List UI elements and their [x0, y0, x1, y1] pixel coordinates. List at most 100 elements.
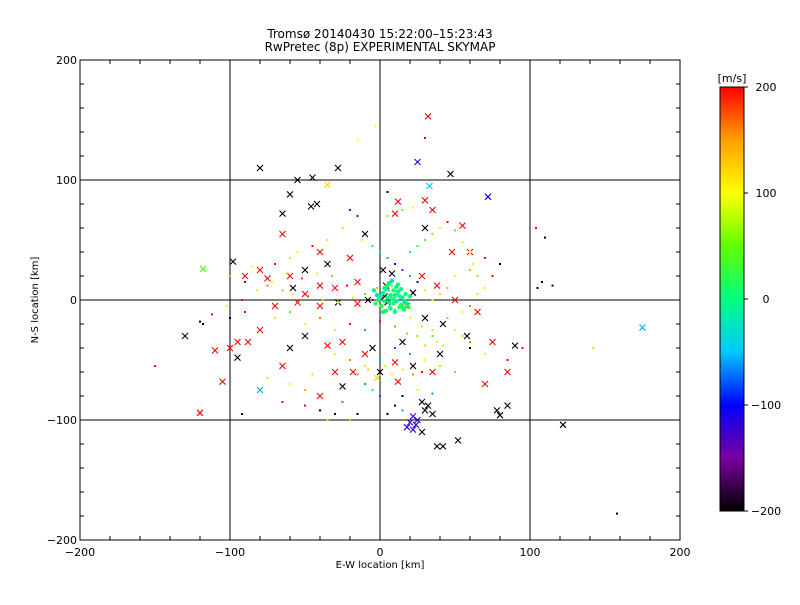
scatter-point-dot [536, 287, 539, 289]
scatter-point-x [421, 224, 429, 232]
scatter-point-dot [476, 293, 479, 295]
scatter-point-x [414, 158, 421, 166]
scatter-point-dot [349, 209, 351, 211]
scatter-point-x [394, 198, 402, 205]
scatter-point-x [331, 368, 339, 376]
scatter-point-cluster [380, 290, 386, 295]
scatter-point-dot [412, 206, 414, 209]
scatter-point-cluster [386, 300, 392, 305]
scatter-point-cluster [389, 296, 395, 301]
scatter-point-dot [461, 311, 464, 313]
scatter-point-dot [491, 275, 494, 277]
scatter-point-x [234, 338, 241, 346]
scatter-point-dot [307, 295, 309, 298]
scatter-point-dot [541, 281, 543, 283]
scatter-point-x [286, 191, 294, 198]
scatter-point-dot [439, 293, 441, 295]
scatter-point-x [493, 407, 501, 414]
scatter-point-dot [331, 275, 333, 277]
scatter-point-x [388, 270, 396, 277]
scatter-point-dot [439, 365, 441, 367]
scatter-point-x [451, 296, 459, 304]
scatter-point-dot [274, 317, 276, 319]
scatter-point-dot [361, 239, 363, 241]
scatter-point-dot [506, 359, 509, 361]
scatter-point-dot [352, 296, 354, 299]
scatter-point-dot [379, 320, 381, 323]
scatter-point-x [433, 282, 441, 289]
scatter-point-x [424, 113, 432, 120]
scatter-point-dot [256, 289, 258, 292]
scatter-point-cluster [388, 306, 393, 311]
scatter-point-dot [442, 344, 444, 347]
colorbar-tick-label: 200 [756, 81, 777, 94]
scatter-point-dot [349, 323, 351, 325]
scatter-point-x [418, 428, 426, 436]
scatter-point-dot [211, 313, 213, 316]
scatter-point-dot [364, 293, 366, 295]
scatter-point-dot [281, 289, 284, 292]
scatter-point-x [429, 206, 436, 214]
scatter-point-x [241, 272, 249, 280]
scatter-point-cluster [407, 294, 413, 299]
x-tick-label: 0 [377, 546, 384, 559]
scatter-point-dot [431, 299, 434, 301]
scatter-point-dot [382, 296, 384, 299]
scatter-point-dot [551, 284, 554, 287]
scatter-point-dot [421, 325, 423, 328]
scatter-point-x [181, 332, 189, 340]
scatter-point-x [196, 409, 204, 417]
scatter-point-dot [461, 335, 464, 337]
scatter-point-x [409, 362, 417, 370]
colorbar-label: [m/s] [718, 72, 747, 85]
scatter-point-dot [386, 413, 389, 415]
scatter-point-dot [416, 281, 419, 283]
scatter-point-dot [301, 277, 303, 280]
scatter-point-x [294, 176, 301, 184]
scatter-point-x [504, 368, 511, 376]
scatter-point-dot [424, 137, 426, 139]
scatter-point-dot [484, 257, 486, 259]
scatter-point-x [219, 378, 226, 385]
scatter-point-dot [394, 347, 396, 349]
scatter-point-cluster [398, 287, 404, 292]
scatter-point-dot [484, 353, 486, 355]
scatter-point-x [316, 248, 324, 256]
scatter-point-x [463, 332, 471, 340]
scatter-point-x [429, 368, 436, 376]
scatter-point-dot [436, 341, 438, 343]
scatter-point-dot [409, 353, 411, 355]
scatter-point-dot [379, 359, 381, 361]
scatter-point-dot [289, 257, 291, 259]
scatter-point-dot [274, 263, 276, 265]
scatter-point-x [361, 230, 369, 238]
scatter-point-dot [199, 320, 201, 323]
scatter-point-dot [484, 287, 486, 289]
scatter-point-dot [341, 227, 344, 229]
scatter-point-x [436, 350, 444, 358]
scatter-point-x [394, 378, 402, 385]
scatter-point-dot [266, 284, 269, 287]
x-tick-label: 100 [520, 546, 541, 559]
scatter-point-dot [371, 389, 374, 391]
scatter-point-dot [421, 371, 423, 373]
scatter-point-cluster [406, 305, 411, 310]
scatter-point-x [421, 314, 429, 322]
scatter-point-dot [592, 347, 594, 349]
scatter-point-dot [469, 269, 471, 271]
scatter-point-dot [469, 251, 471, 253]
scatter-point-cluster [403, 291, 408, 297]
scatter-point-dot [383, 365, 386, 367]
scatter-point-dot [446, 317, 449, 319]
scatter-point-cluster [397, 294, 402, 299]
scatter-point-dot [316, 272, 318, 275]
scatter-point-dot [412, 373, 414, 376]
scatter-point-x [379, 266, 387, 274]
x-axis-label: E-W location [km] [336, 560, 425, 571]
y-tick-label: 0 [70, 294, 77, 307]
colorbar-tick-label: 100 [756, 187, 777, 200]
scatter-point-x [301, 332, 309, 340]
scatter-point-x [454, 437, 462, 444]
scatter-point-dot [394, 263, 396, 265]
scatter-point-cluster [371, 288, 377, 293]
